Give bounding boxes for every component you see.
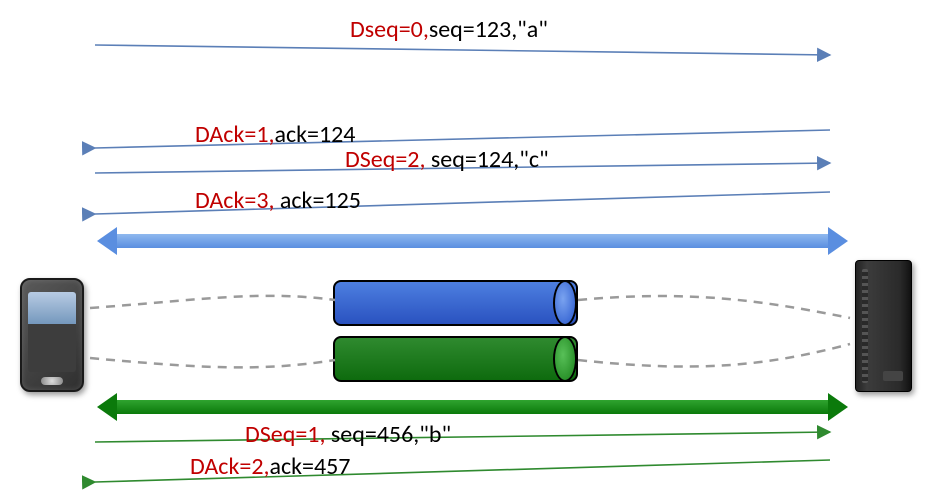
label-m6-red: DAck=2, <box>190 452 269 481</box>
label-m4: DAck=3, ack=125 <box>195 186 361 215</box>
pipe-cap-green <box>553 336 577 382</box>
label-m3-black: seq=124,"c" <box>425 145 548 174</box>
label-m3-red: DSeq=2, <box>345 145 425 174</box>
label-m5-red: DSeq=1, <box>245 420 325 449</box>
label-m3: DSeq=2, seq=124,"c" <box>345 145 549 174</box>
label-m2: DAck=1,ack=124 <box>195 120 355 149</box>
pipe-cylinder-green <box>333 336 578 382</box>
label-m5: DSeq=1, seq=456,"b" <box>245 420 451 449</box>
label-m4-red: DAck=3, <box>195 186 274 215</box>
pipe-cap-blue <box>553 280 577 326</box>
server-tower-icon <box>855 260 912 392</box>
subflow-bar-green <box>115 400 830 414</box>
label-m2-black: ack=124 <box>274 120 355 149</box>
label-m2-red: DAck=1, <box>195 120 274 149</box>
label-m1-black: seq=123,"a" <box>429 15 548 44</box>
label-m6: DAck=2,ack=457 <box>190 452 350 481</box>
pipe-cylinder-blue <box>333 280 578 326</box>
arrows-overlay <box>0 0 929 500</box>
label-m5-black: seq=456,"b" <box>325 420 451 449</box>
label-m1-red: Dseq=0, <box>350 15 429 44</box>
subflow-bar-blue <box>115 234 830 248</box>
client-smartphone-icon <box>20 278 84 392</box>
label-m4-black: ack=125 <box>274 186 360 215</box>
label-m6-black: ack=457 <box>269 452 350 481</box>
diagram-stage: { "canvas": { "width": 929, "height": 50… <box>0 0 929 500</box>
arrow-m1 <box>95 45 830 55</box>
arrow-m5 <box>95 432 830 442</box>
label-m1: Dseq=0,seq=123,"a" <box>350 15 548 44</box>
